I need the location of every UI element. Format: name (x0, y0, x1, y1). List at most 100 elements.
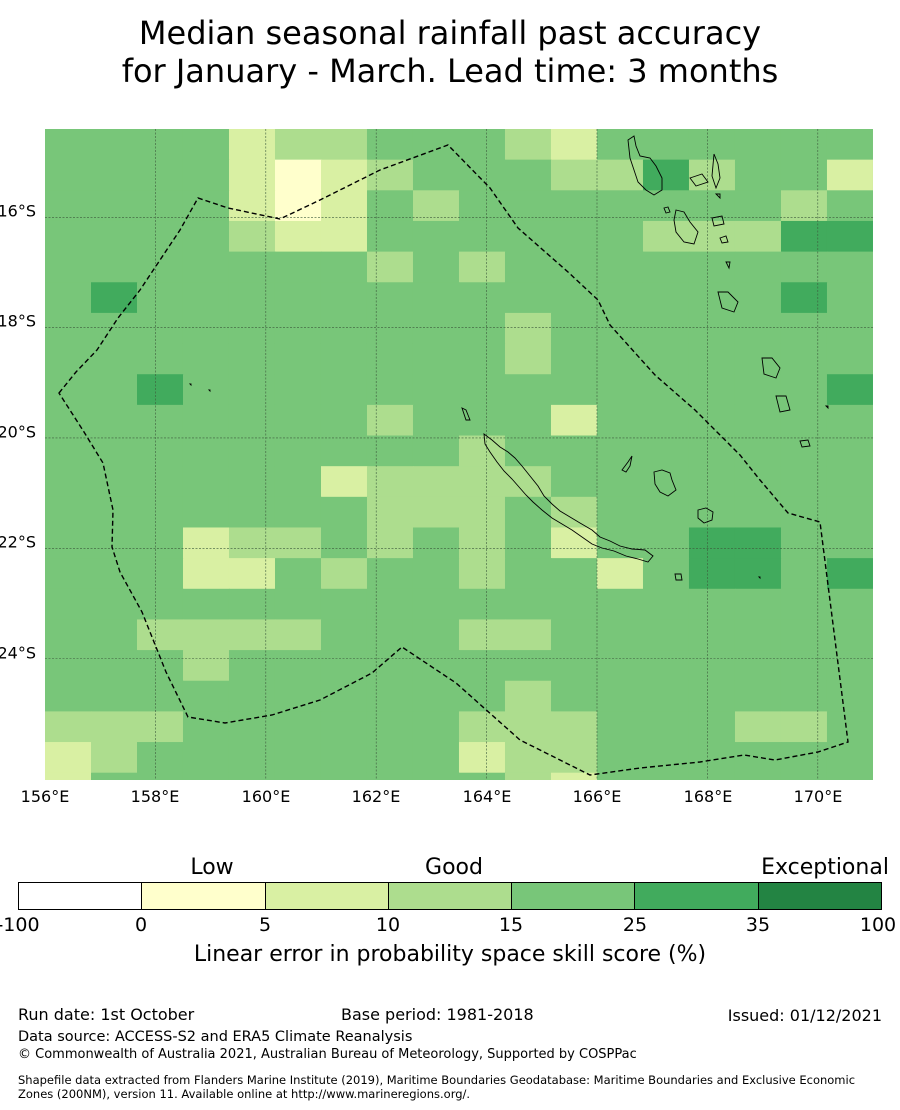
grid-cell (550, 220, 598, 253)
grid-cell (688, 251, 736, 283)
grid-cell (734, 251, 782, 283)
grid-cell (872, 282, 873, 314)
shapefile-credit-2: Zones (200NM), version 11. Available onl… (18, 1087, 471, 1101)
grid-cell (91, 220, 138, 253)
grid-cell (872, 404, 873, 437)
grid-cell (137, 251, 184, 283)
colorbar-label-2: 5 (258, 914, 272, 936)
grid-cell (228, 466, 276, 498)
grid-cell (45, 650, 92, 682)
tanna (775, 395, 791, 413)
grid-cell (412, 220, 460, 253)
loyalty-island-lifou (653, 469, 677, 497)
small-islet-7 (824, 405, 829, 410)
grid-cell (182, 312, 230, 345)
grid-cell (91, 558, 138, 590)
grid-cell (826, 343, 873, 375)
grid-cell (826, 588, 873, 621)
grid-cell (228, 496, 276, 529)
grid-cell (366, 312, 414, 345)
grid-cell (458, 619, 506, 651)
grid-cell (366, 558, 414, 590)
grid-cell (274, 251, 322, 283)
grid-cell (826, 312, 873, 345)
grid-cell (45, 772, 92, 780)
grid-cell (504, 190, 552, 222)
grid-cell (320, 343, 368, 375)
grid-cell (596, 435, 644, 467)
grid-cell (504, 619, 552, 651)
grid-cell (734, 711, 782, 743)
grid-cell (137, 772, 184, 780)
grid-cell (734, 220, 782, 253)
grid-cell (596, 129, 644, 161)
grid-cell (688, 680, 736, 712)
grid-cell (826, 374, 873, 406)
grid-cell (91, 619, 138, 651)
grid-cell (366, 619, 414, 651)
grid-cell (320, 619, 368, 651)
grid-cell (596, 343, 644, 375)
grid-cell (228, 558, 276, 590)
grid-cell (550, 680, 598, 712)
grid-cell (642, 527, 690, 559)
grid-cell (45, 680, 92, 712)
grid-cell (550, 496, 598, 529)
grid-cell (550, 650, 598, 682)
grid-cell (780, 711, 828, 743)
grid-cell (412, 619, 460, 651)
grid-cell (182, 404, 230, 437)
grid-cell (366, 772, 414, 780)
isle-of-pines (674, 573, 683, 581)
grid-cell (734, 619, 782, 651)
grid-cell (550, 159, 598, 191)
grid-cell (780, 282, 828, 314)
grid-cell (780, 220, 828, 253)
grid-cell (366, 190, 414, 222)
grid-cell (872, 374, 873, 406)
colorbar-label-6: 35 (745, 914, 771, 936)
grid-cell (137, 312, 184, 345)
grid-cell (688, 435, 736, 467)
hunter-islet (757, 576, 761, 580)
grid-cell (91, 742, 138, 774)
grid-cell (642, 312, 690, 345)
data-source: Data source: ACCESS-S2 and ERA5 Climate … (18, 1029, 413, 1045)
grid-cell (642, 282, 690, 314)
grid-cell (91, 772, 138, 780)
grid-cell (412, 527, 460, 559)
skill-map (45, 129, 873, 780)
grid-cell (412, 435, 460, 467)
grid-cell (274, 466, 322, 498)
grid-cell (872, 435, 873, 467)
grid-cell (826, 282, 873, 314)
grid-cell (458, 312, 506, 345)
grid-cell (780, 343, 828, 375)
grid-cell (872, 527, 873, 559)
grid-cell (45, 435, 92, 467)
grid-cell (182, 588, 230, 621)
grid-cell (91, 466, 138, 498)
grid-cell (274, 129, 322, 161)
grid-cell (274, 742, 322, 774)
grid-cell (91, 159, 138, 191)
grid-cell (872, 190, 873, 222)
grid-cell (826, 527, 873, 559)
grid-cell (688, 129, 736, 161)
grid-cell (504, 466, 552, 498)
grid-cell (550, 435, 598, 467)
grid-cell (137, 588, 184, 621)
grid-cell (550, 343, 598, 375)
grid-cell (826, 251, 873, 283)
grid-cell (504, 711, 552, 743)
grid-cell (872, 711, 873, 743)
grid-cell (734, 190, 782, 222)
grid-cell (366, 282, 414, 314)
small-islet-1 (663, 206, 671, 214)
grid-cell (734, 129, 782, 161)
copyright: © Commonwealth of Australia 2021, Austra… (18, 1047, 637, 1062)
grid-cell (458, 711, 506, 743)
grid-cell (780, 404, 828, 437)
grid-cell (780, 251, 828, 283)
colorbar-label-3: 10 (375, 914, 401, 936)
